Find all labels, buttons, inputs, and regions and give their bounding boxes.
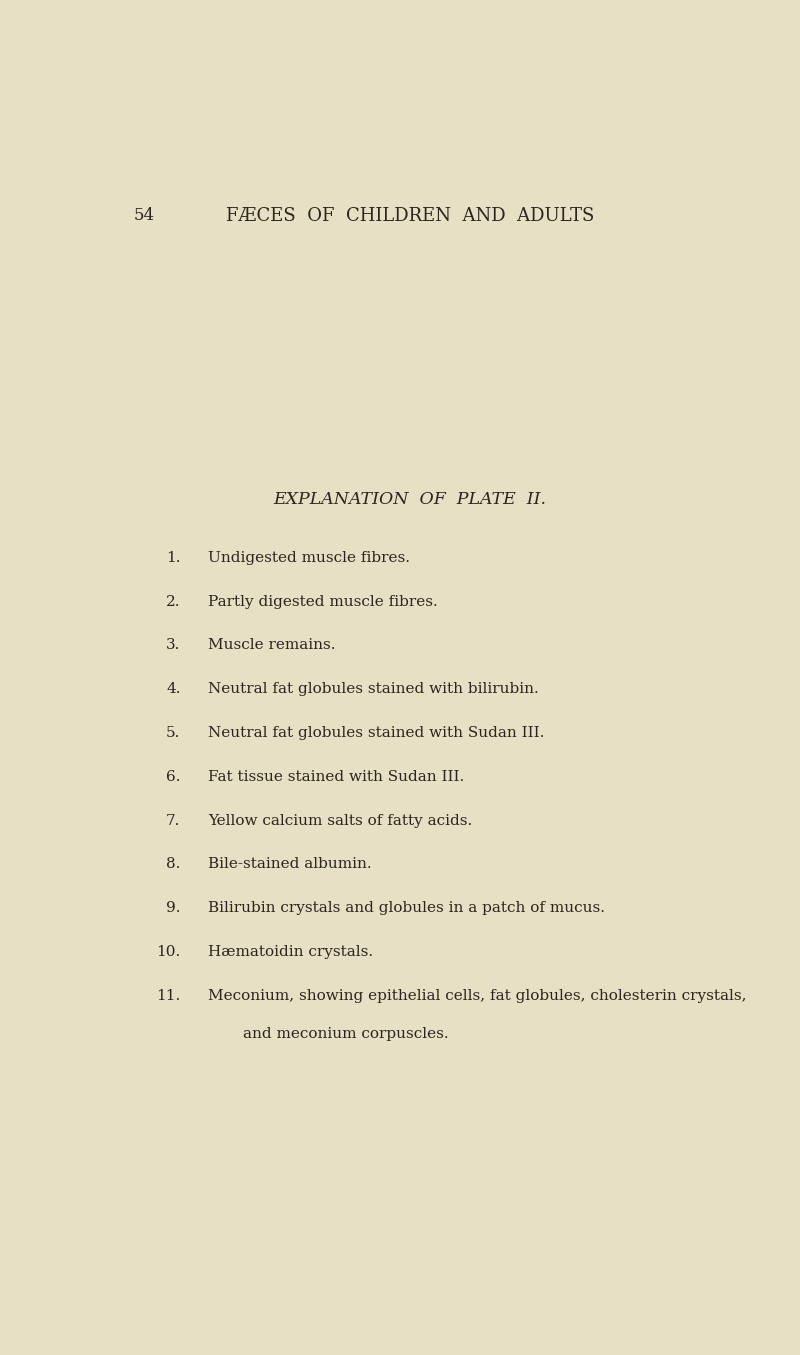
- Text: 4.: 4.: [166, 682, 181, 696]
- Text: 8.: 8.: [166, 858, 181, 871]
- Text: 5.: 5.: [166, 726, 181, 740]
- Text: 3.: 3.: [166, 638, 181, 652]
- Text: Bilirubin crystals and globules in a patch of mucus.: Bilirubin crystals and globules in a pat…: [209, 901, 606, 915]
- Text: Fat tissue stained with Sudan III.: Fat tissue stained with Sudan III.: [209, 770, 465, 783]
- Text: 6.: 6.: [166, 770, 181, 783]
- Text: Hæmatoidin crystals.: Hæmatoidin crystals.: [209, 946, 374, 959]
- Text: Muscle remains.: Muscle remains.: [209, 638, 336, 652]
- Text: EXPLANATION  OF  PLATE  II.: EXPLANATION OF PLATE II.: [274, 492, 546, 508]
- Text: 10.: 10.: [156, 946, 181, 959]
- Text: Partly digested muscle fibres.: Partly digested muscle fibres.: [209, 595, 438, 608]
- Text: Meconium, showing epithelial cells, fat globules, cholesterin crystals,: Meconium, showing epithelial cells, fat …: [209, 989, 747, 1003]
- Text: Neutral fat globules stained with bilirubin.: Neutral fat globules stained with biliru…: [209, 682, 539, 696]
- Text: Undigested muscle fibres.: Undigested muscle fibres.: [209, 550, 410, 565]
- Text: 11.: 11.: [156, 989, 181, 1003]
- Text: 1.: 1.: [166, 550, 181, 565]
- Text: and meconium corpuscles.: and meconium corpuscles.: [242, 1027, 448, 1042]
- Text: 54: 54: [134, 207, 155, 225]
- Text: 7.: 7.: [166, 813, 181, 828]
- Text: FÆCES  OF  CHILDREN  AND  ADULTS: FÆCES OF CHILDREN AND ADULTS: [226, 207, 594, 225]
- Text: 2.: 2.: [166, 595, 181, 608]
- Text: Yellow calcium salts of fatty acids.: Yellow calcium salts of fatty acids.: [209, 813, 473, 828]
- Text: 9.: 9.: [166, 901, 181, 915]
- Text: Neutral fat globules stained with Sudan III.: Neutral fat globules stained with Sudan …: [209, 726, 545, 740]
- Text: Bile-stained albumin.: Bile-stained albumin.: [209, 858, 372, 871]
